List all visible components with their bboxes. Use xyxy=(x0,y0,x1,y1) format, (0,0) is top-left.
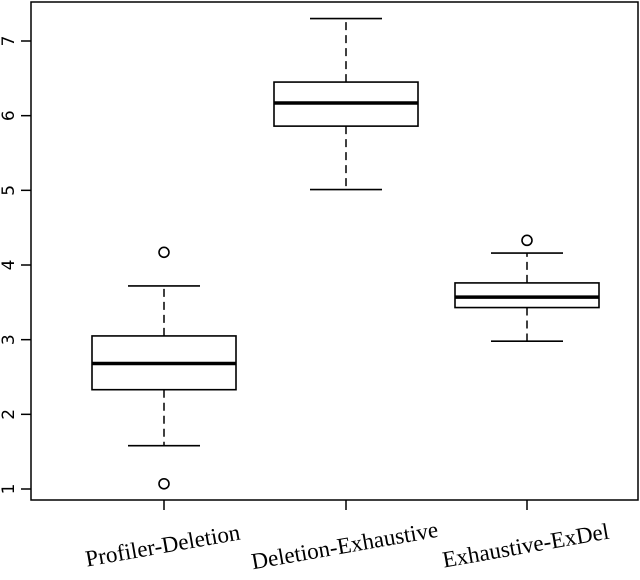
boxes-layer xyxy=(91,17,600,490)
y-tick-label: 6 xyxy=(0,110,19,121)
y-tick-label: 2 xyxy=(0,409,19,420)
y-tick-label: 3 xyxy=(0,334,19,345)
box-group xyxy=(273,17,419,191)
y-axis: 1 2 3 4 5 6 7 xyxy=(0,36,31,495)
x-tick-label: Exhaustive-ExDel xyxy=(440,519,610,573)
y-tick-label: 7 xyxy=(0,36,19,47)
x-tick-label: Profiler-Deletion xyxy=(83,520,242,572)
outlier-point xyxy=(521,234,533,247)
y-tick-label: 5 xyxy=(0,185,19,196)
y-tick-label: 1 xyxy=(0,484,19,495)
box-iqr xyxy=(454,282,600,309)
plot-frame xyxy=(30,1,639,501)
x-axis: Profiler-Deletion Deletion-Exhaustive Exha… xyxy=(83,500,611,574)
x-tick-label: Deletion-Exhaustive xyxy=(249,517,440,574)
box-group xyxy=(454,234,600,342)
y-tick-label: 4 xyxy=(0,260,19,271)
box-group xyxy=(91,246,237,490)
outlier-point xyxy=(158,477,170,490)
outlier-point xyxy=(158,246,170,259)
